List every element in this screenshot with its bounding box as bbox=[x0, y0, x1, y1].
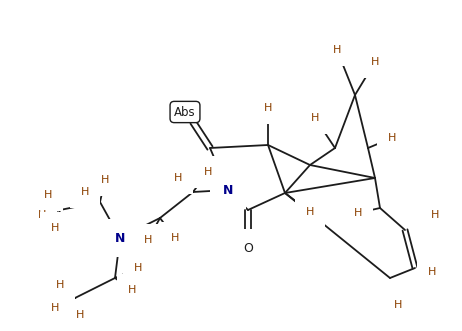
Text: H: H bbox=[38, 210, 46, 220]
Text: H: H bbox=[144, 235, 152, 245]
Text: H: H bbox=[311, 113, 319, 123]
Text: H: H bbox=[44, 190, 52, 200]
Text: H: H bbox=[56, 280, 64, 290]
Text: H: H bbox=[76, 310, 84, 320]
Text: H: H bbox=[171, 233, 179, 243]
Text: N: N bbox=[115, 231, 125, 245]
Text: N: N bbox=[223, 183, 233, 197]
Text: H: H bbox=[174, 173, 182, 183]
Text: H: H bbox=[81, 187, 89, 197]
Text: H: H bbox=[51, 223, 59, 233]
Text: H: H bbox=[51, 303, 59, 313]
Text: H: H bbox=[306, 207, 314, 217]
Text: H: H bbox=[371, 57, 379, 67]
Text: H: H bbox=[394, 300, 402, 310]
Text: H: H bbox=[431, 210, 439, 220]
Text: H: H bbox=[134, 263, 142, 273]
Text: H: H bbox=[333, 45, 341, 55]
Text: H: H bbox=[354, 208, 362, 218]
Text: H: H bbox=[428, 267, 436, 277]
Text: H: H bbox=[101, 175, 109, 185]
Text: O: O bbox=[243, 242, 253, 255]
Text: H: H bbox=[128, 285, 136, 295]
Text: H: H bbox=[204, 167, 212, 177]
Text: H: H bbox=[388, 133, 396, 143]
Text: H: H bbox=[264, 103, 272, 113]
Text: Abs: Abs bbox=[174, 106, 196, 118]
